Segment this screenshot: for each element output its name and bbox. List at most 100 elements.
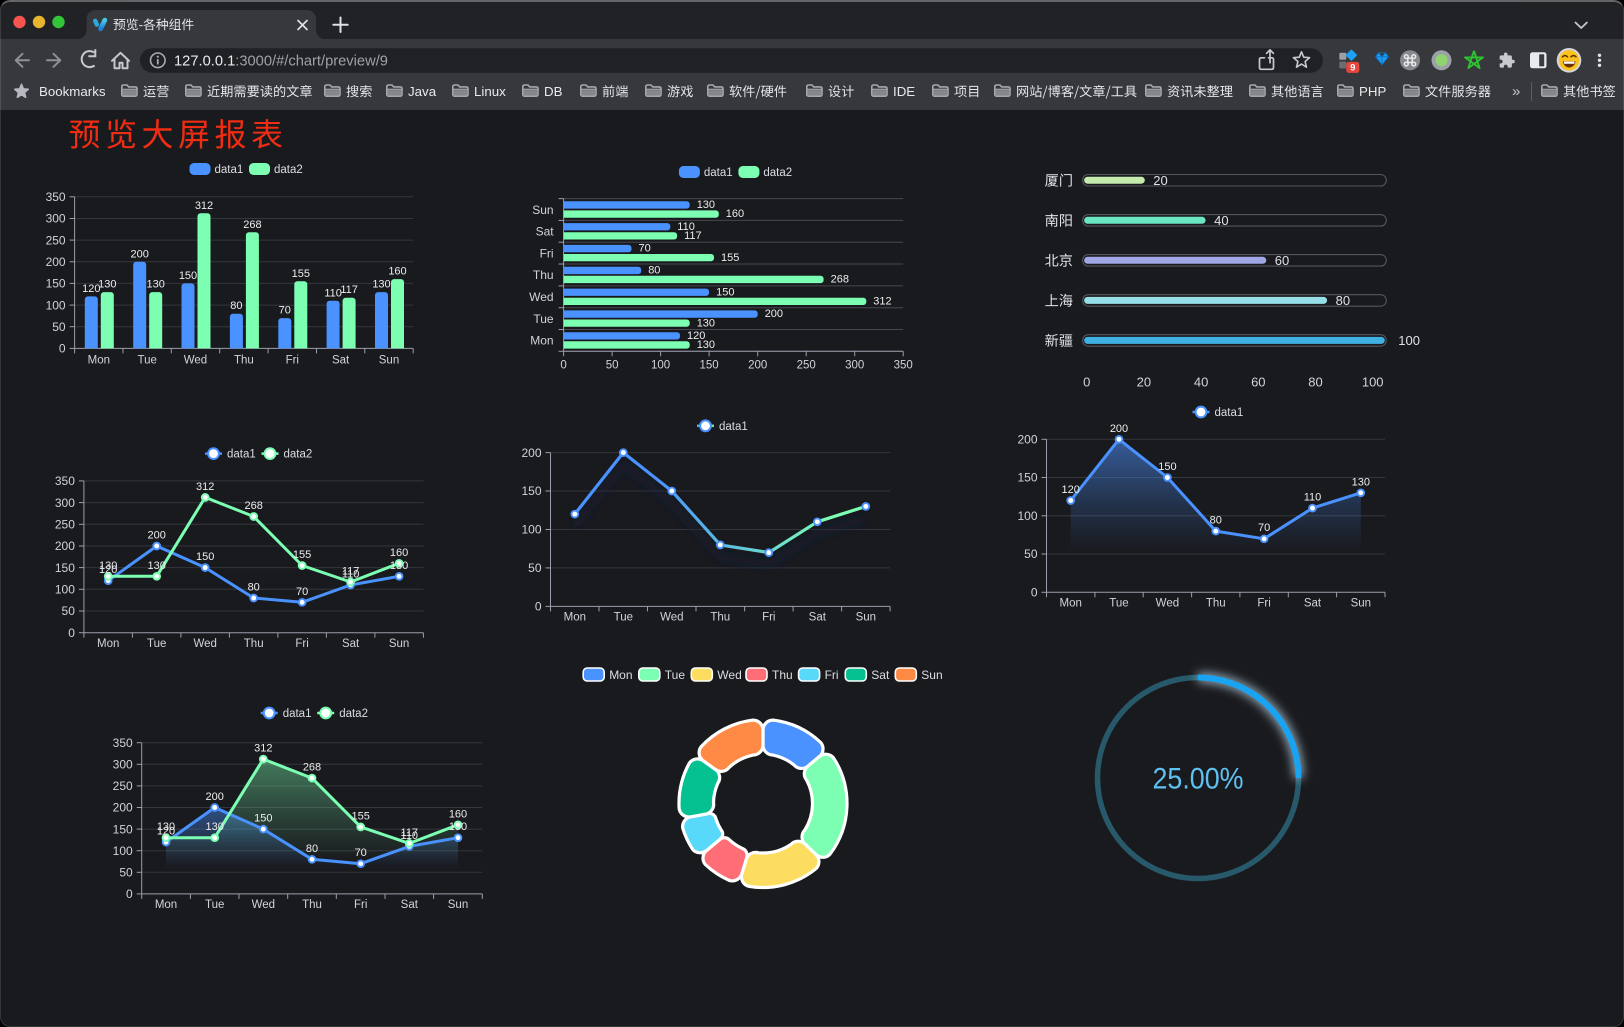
svg-text:268: 268 [243, 219, 261, 231]
svg-text:312: 312 [195, 200, 213, 212]
svg-text:155: 155 [352, 810, 370, 822]
svg-text:110: 110 [324, 287, 342, 299]
svg-text:Thu: Thu [234, 355, 254, 367]
svg-text:data2: data2 [763, 167, 792, 179]
svg-text:Mon: Mon [564, 612, 586, 624]
svg-text:Fri: Fri [1257, 598, 1270, 610]
svg-text:80: 80 [306, 843, 318, 855]
svg-text:Thu: Thu [244, 638, 264, 650]
svg-text:Tue: Tue [614, 612, 633, 624]
svg-text:130: 130 [697, 199, 715, 211]
svg-text:150: 150 [254, 813, 272, 825]
svg-text:Tue: Tue [665, 668, 686, 682]
svg-text:200: 200 [521, 446, 541, 460]
svg-text:Linux: Linux [474, 84, 506, 99]
svg-text:Fri: Fri [825, 668, 839, 682]
svg-text:Fri: Fri [540, 246, 554, 260]
svg-text:Wed: Wed [184, 355, 207, 367]
svg-text:100: 100 [1398, 333, 1420, 348]
svg-text:130: 130 [697, 339, 715, 351]
svg-text:200: 200 [748, 360, 767, 372]
svg-text:Wed: Wed [252, 899, 275, 911]
svg-text:250: 250 [113, 779, 133, 793]
svg-text:200: 200 [148, 530, 166, 542]
svg-text:150: 150 [716, 286, 734, 298]
svg-text:Fri: Fri [295, 638, 308, 650]
svg-text:20: 20 [1153, 173, 1167, 188]
svg-text:Sat: Sat [401, 899, 419, 911]
svg-text:0: 0 [560, 360, 566, 372]
svg-text:Tue: Tue [533, 312, 554, 326]
svg-text:data2: data2 [274, 164, 303, 176]
svg-text:Fri: Fri [354, 899, 367, 911]
svg-text:268: 268 [245, 500, 263, 512]
svg-text:100: 100 [46, 298, 66, 312]
svg-text:312: 312 [254, 743, 272, 755]
svg-text:40: 40 [1194, 374, 1208, 389]
svg-text:250: 250 [797, 360, 816, 372]
svg-text:200: 200 [765, 308, 783, 320]
svg-text:Thu: Thu [772, 668, 793, 682]
svg-text:Sat: Sat [342, 638, 360, 650]
svg-text:150: 150 [521, 484, 541, 498]
svg-text:Sat: Sat [871, 668, 890, 682]
svg-text:IDE: IDE [893, 84, 915, 99]
svg-text:Bookmarks: Bookmarks [39, 84, 106, 99]
svg-text:120: 120 [82, 283, 100, 295]
svg-text:Sat: Sat [536, 225, 555, 239]
svg-text:117: 117 [340, 284, 358, 296]
svg-text:120: 120 [99, 564, 117, 576]
svg-text:Sat: Sat [332, 355, 350, 367]
svg-text:130: 130 [206, 821, 224, 833]
svg-text:50: 50 [119, 866, 133, 880]
svg-text:100: 100 [55, 583, 75, 597]
svg-text:110: 110 [401, 830, 419, 842]
svg-text:Thu: Thu [1206, 598, 1226, 610]
svg-text:160: 160 [390, 547, 408, 559]
svg-text:130: 130 [148, 560, 166, 572]
svg-text:155: 155 [293, 549, 311, 561]
svg-text:Sun: Sun [379, 355, 399, 367]
svg-text:25.00%: 25.00% [1153, 763, 1244, 796]
svg-text:9: 9 [1350, 63, 1355, 73]
svg-text:350: 350 [113, 736, 133, 750]
svg-text:Mon: Mon [609, 668, 632, 682]
svg-text:Java: Java [408, 84, 437, 99]
svg-text:120: 120 [687, 330, 705, 342]
svg-text:Thu: Thu [710, 612, 730, 624]
svg-text:data1: data1 [215, 164, 244, 176]
svg-text:data1: data1 [719, 421, 748, 433]
svg-text:300: 300 [113, 758, 133, 772]
svg-text:200: 200 [1017, 433, 1037, 447]
svg-text:130: 130 [390, 560, 408, 572]
svg-text:80: 80 [1336, 293, 1350, 308]
svg-text:Sat: Sat [809, 612, 827, 624]
svg-text:Thu: Thu [533, 268, 554, 282]
svg-text:0: 0 [1031, 586, 1038, 600]
svg-text:312: 312 [196, 481, 214, 493]
svg-text:data1: data1 [704, 167, 733, 179]
svg-text:200: 200 [46, 255, 66, 269]
svg-text:20: 20 [1137, 374, 1151, 389]
svg-text:300: 300 [46, 212, 66, 226]
svg-text:130: 130 [1352, 476, 1370, 488]
svg-text:150: 150 [179, 270, 197, 282]
svg-text:117: 117 [401, 827, 419, 839]
svg-text:100: 100 [521, 523, 541, 537]
svg-text:50: 50 [528, 561, 542, 575]
svg-text:Mon: Mon [1060, 598, 1082, 610]
svg-text:268: 268 [303, 762, 321, 774]
svg-text:350: 350 [894, 360, 913, 372]
svg-text:127.0.0.1:3000/#/chart/preview: 127.0.0.1:3000/#/chart/preview/9 [174, 54, 388, 70]
svg-text:155: 155 [721, 252, 739, 264]
svg-text:117: 117 [342, 566, 360, 578]
svg-text:150: 150 [1158, 461, 1176, 473]
svg-text:130: 130 [99, 560, 117, 572]
svg-text:110: 110 [677, 221, 695, 233]
svg-text:Wed: Wed [1156, 598, 1179, 610]
svg-text:Tue: Tue [147, 638, 166, 650]
svg-text:0: 0 [59, 342, 66, 356]
svg-text:Wed: Wed [193, 638, 216, 650]
svg-text:Wed: Wed [717, 668, 741, 682]
svg-text:Sun: Sun [389, 638, 409, 650]
